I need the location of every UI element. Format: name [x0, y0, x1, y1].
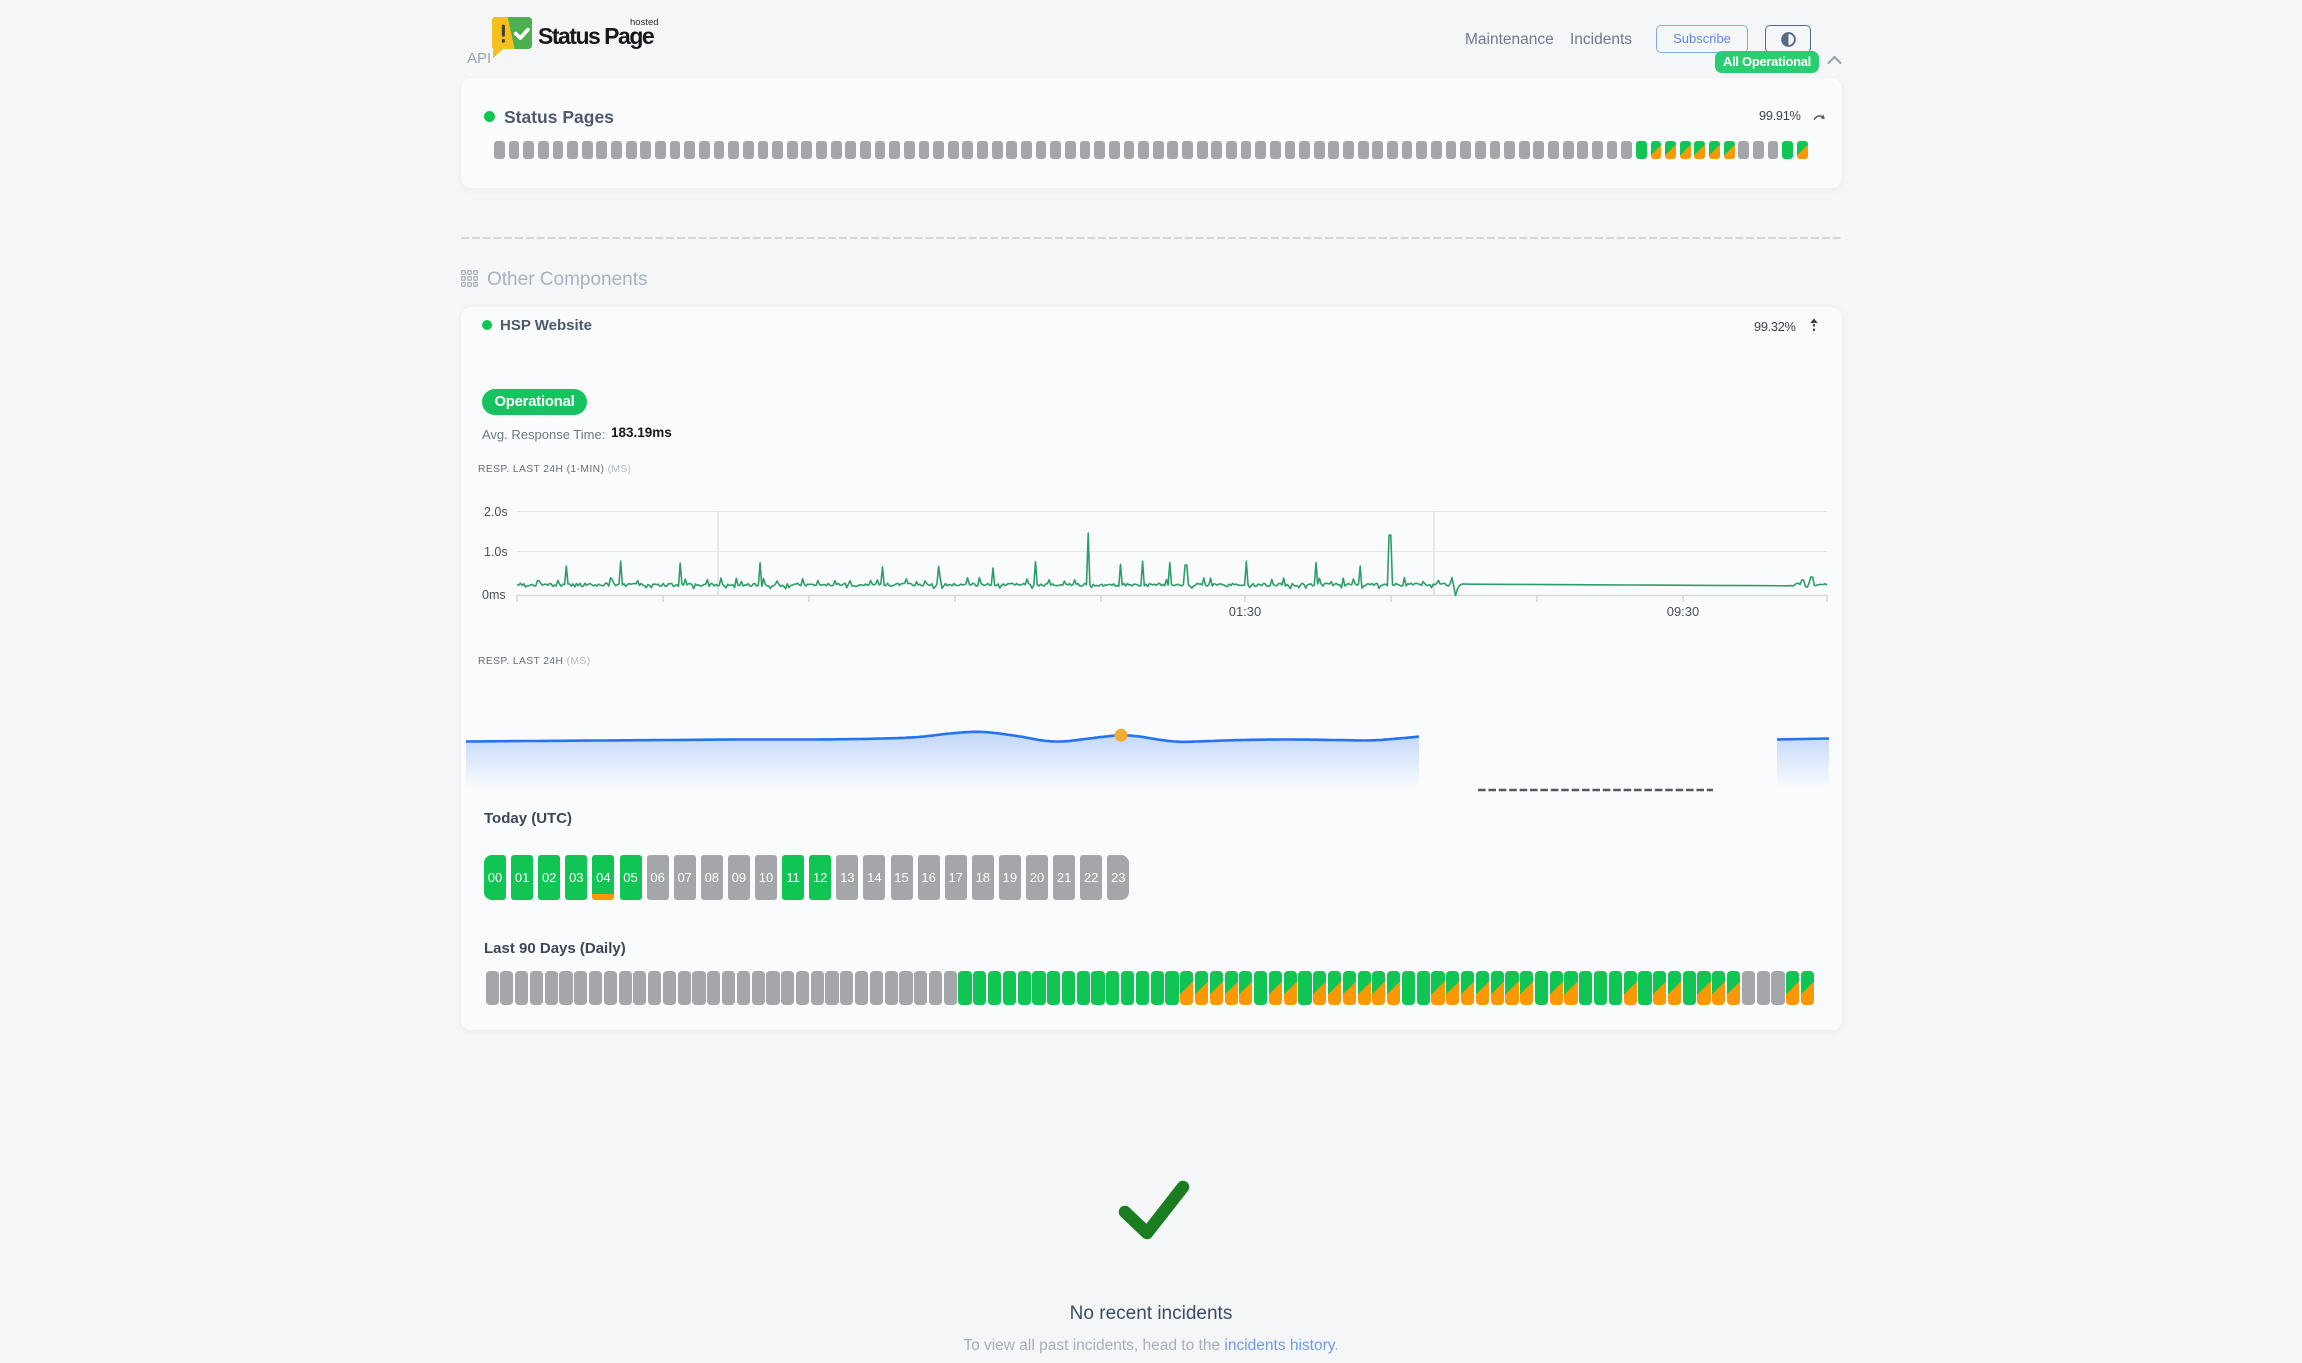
svg-text:09:30: 09:30	[1667, 604, 1700, 619]
svg-text:01:30: 01:30	[1229, 604, 1262, 619]
svg-text:1.0s: 1.0s	[484, 545, 508, 559]
svg-text:0ms: 0ms	[482, 588, 506, 602]
svg-text:2.0s: 2.0s	[484, 505, 508, 519]
